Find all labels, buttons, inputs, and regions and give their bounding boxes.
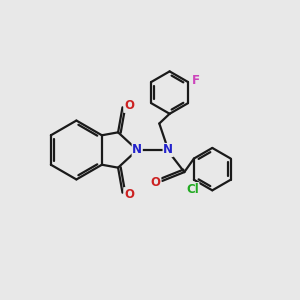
Text: O: O [124, 188, 134, 201]
Text: O: O [151, 176, 161, 189]
Text: N: N [132, 143, 142, 157]
Text: N: N [163, 143, 173, 157]
Text: O: O [124, 99, 134, 112]
Text: Cl: Cl [186, 183, 199, 196]
Text: F: F [192, 74, 200, 87]
